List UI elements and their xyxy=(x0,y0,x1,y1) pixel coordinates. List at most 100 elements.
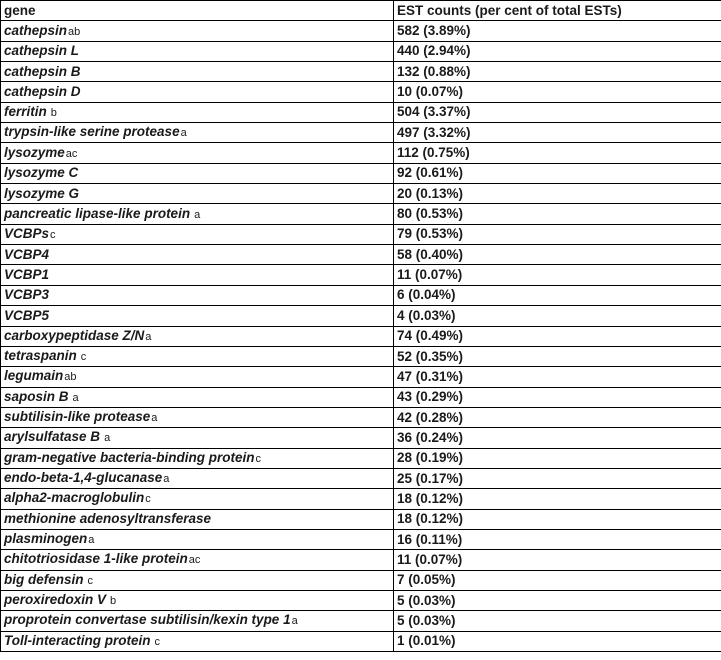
gene-cell: pancreatic lipase-like protein a xyxy=(0,203,394,225)
table-row: alpha2-macroglobulinc 18 (0.12%) xyxy=(0,488,721,510)
table-row: plasminogena 16 (0.11%) xyxy=(0,528,721,551)
table-row: VCBP3 6 (0.04%) xyxy=(0,284,721,307)
est-count-cell: 4 (0.03%) xyxy=(393,305,721,327)
table-row: carboxypeptidase Z/Na 74 (0.49%) xyxy=(0,325,721,347)
gene-name: cathepsin xyxy=(4,22,68,38)
gene-name: tetraspanin xyxy=(4,348,77,364)
header-row: gene EST counts (per cent of total ESTs) xyxy=(0,0,721,22)
gene-cell: cathepsin B xyxy=(0,61,394,83)
gene-footnote-marker: a xyxy=(291,615,298,628)
table-row: lysozyme G 20 (0.13%) xyxy=(0,183,721,205)
est-count-cell: 504 (3.37%) xyxy=(393,101,721,124)
gene-name: cathepsin L xyxy=(4,43,80,59)
gene-footnote-marker: a xyxy=(151,412,158,425)
est-count-cell: 497 (3.32%) xyxy=(393,122,721,144)
gene-footnote-marker: c xyxy=(87,574,94,587)
gene-name: carboxypeptidase Z/N xyxy=(4,327,145,343)
gene-cell: VCBP5 xyxy=(0,305,394,327)
gene-name: pancreatic lipase-like protein xyxy=(4,205,191,221)
gene-cell: plasminogena xyxy=(0,528,394,551)
table-row: cathepsin B 132 (0.88%) xyxy=(0,61,721,83)
gene-name: arylsulfatase B xyxy=(4,429,101,445)
est-count-cell: 92 (0.61%) xyxy=(393,162,721,185)
est-count-cell: 18 (0.12%) xyxy=(393,508,721,530)
gene-name: VCBPs xyxy=(4,225,50,241)
est-count-cell: 20 (0.13%) xyxy=(393,183,721,205)
est-count-cell: 16 (0.11%) xyxy=(393,528,721,551)
est-count-cell: 42 (0.28%) xyxy=(393,406,721,429)
est-count-cell: 10 (0.07%) xyxy=(393,81,721,103)
est-count-cell: 5 (0.03%) xyxy=(393,589,721,612)
gene-name: subtilisin-like protease xyxy=(4,409,151,425)
gene-name: lysozyme xyxy=(4,144,65,160)
table-row: cathepsin L 440 (2.94%) xyxy=(0,40,721,63)
gene-footnote-marker: c xyxy=(145,493,151,506)
gene-footnote-marker: b xyxy=(50,106,57,119)
gene-name: lysozyme C xyxy=(4,165,79,181)
table-row: cathepsin D 10 (0.07%) xyxy=(0,81,721,103)
table-row: VCBP1 11 (0.07%) xyxy=(0,264,721,286)
gene-footnote-marker: a xyxy=(180,127,187,140)
gene-name: alpha2-macroglobulin xyxy=(4,490,145,506)
gene-name: ferritin xyxy=(4,103,47,119)
gene-footnote-marker: a xyxy=(72,391,79,404)
gene-footnote-marker: a xyxy=(145,330,152,343)
est-count-cell: 80 (0.53%) xyxy=(393,203,721,225)
gene-name: cathepsin D xyxy=(4,84,81,100)
est-count-cell: 440 (2.94%) xyxy=(393,40,721,63)
table-row: VCBP5 4 (0.03%) xyxy=(0,305,721,327)
gene-cell: lysozyme C xyxy=(0,162,394,185)
gene-name: lysozyme G xyxy=(4,185,80,201)
gene-cell: Toll-interacting protein c xyxy=(0,630,394,653)
gene-cell: VCBPsc xyxy=(0,223,394,246)
table-row: proprotein convertase subtilisin/kexin t… xyxy=(0,610,721,632)
est-count-cell: 43 (0.29%) xyxy=(393,386,721,408)
gene-cell: VCBP1 xyxy=(0,264,394,286)
est-count-cell: 112 (0.75%) xyxy=(393,142,721,164)
gene-cell: alpha2-macroglobulinc xyxy=(0,488,394,510)
gene-column-header: gene xyxy=(0,0,394,22)
gene-name: proprotein convertase subtilisin/kexin t… xyxy=(4,612,291,628)
table-row: cathepsinab 582 (3.89%) xyxy=(0,20,721,42)
gene-footnote-marker: ab xyxy=(64,371,77,384)
gene-footnote-marker: ab xyxy=(68,25,81,38)
est-count-cell: 25 (0.17%) xyxy=(393,467,721,490)
est-count-cell: 28 (0.19%) xyxy=(393,447,721,469)
gene-footnote-marker: c xyxy=(50,228,56,241)
est-counts-column-header: EST counts (per cent of total ESTs) xyxy=(393,0,721,22)
table-body: cathepsinab 582 (3.89%) cathepsin L 440 (2.… xyxy=(0,20,721,653)
gene-cell: big defensin c xyxy=(0,569,394,591)
gene-footnote-marker: a xyxy=(194,208,201,221)
gene-cell: gram-negative bacteria-binding proteinc xyxy=(0,447,394,469)
table-row: lysozymeac 112 (0.75%) xyxy=(0,142,721,164)
table-row: ferritin b 504 (3.37%) xyxy=(0,101,721,124)
table-row: big defensin c 7 (0.05%) xyxy=(0,569,721,591)
table-row: VCBPsc 79 (0.53%) xyxy=(0,223,721,246)
gene-cell: lysozyme G xyxy=(0,183,394,205)
gene-name: peroxiredoxin V xyxy=(4,592,107,608)
est-count-cell: 47 (0.31%) xyxy=(393,366,721,388)
gene-name: VCBP1 xyxy=(4,267,50,283)
est-count-cell: 11 (0.07%) xyxy=(393,264,721,286)
table-row: legumainab 47 (0.31%) xyxy=(0,366,721,388)
gene-name: VCBP5 xyxy=(4,307,50,323)
est-count-cell: 36 (0.24%) xyxy=(393,427,721,449)
table-row: pancreatic lipase-like protein a 80 (0.53%… xyxy=(0,203,721,225)
gene-cell: VCBP4 xyxy=(0,244,394,266)
gene-cell: endo-beta-1,4-glucanasea xyxy=(0,467,394,490)
gene-name: chitotriosidase 1-like protein xyxy=(4,551,188,567)
gene-cell: cathepsin L xyxy=(0,40,394,63)
gene-name: VCBP3 xyxy=(4,287,50,303)
gene-footnote-marker: c xyxy=(154,635,161,648)
gene-cell: carboxypeptidase Z/Na xyxy=(0,325,394,347)
table-row: lysozyme C 92 (0.61%) xyxy=(0,162,721,185)
table-row: trypsin-like serine proteasea 497 (3.32%) xyxy=(0,122,721,144)
gene-name: saposin B xyxy=(4,388,69,404)
gene-name: cathepsin B xyxy=(4,63,81,79)
